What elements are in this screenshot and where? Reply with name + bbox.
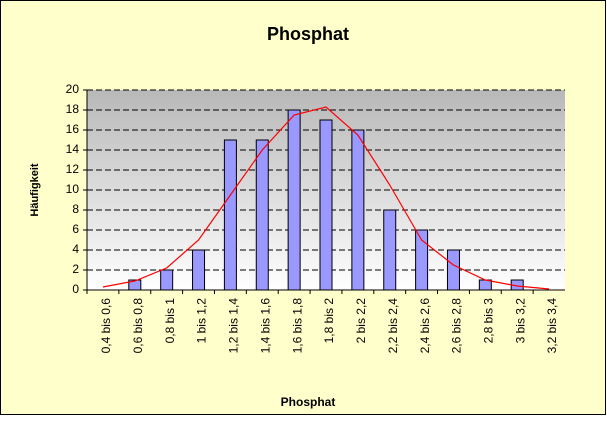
fit-line [102,106,550,290]
y-tick-label: 8 [72,202,79,216]
y-tick-label: 20 [66,82,80,96]
y-axis-label: Häufigkeit [29,163,41,217]
y-tick-label: 2 [72,262,79,276]
bar [478,279,492,291]
bar [383,209,397,291]
bar [415,229,429,291]
y-tick-label: 18 [66,102,80,116]
x-tick-label: 0,8 bis 1 [163,298,177,344]
y-tick-label: 14 [66,142,80,156]
bar [255,139,269,291]
x-axis-label: Phosphat [281,395,336,409]
x-tick-label: 1,2 bis 1,4 [227,298,241,354]
y-tick-label: 0 [72,282,79,296]
bar [351,129,365,291]
bar [446,249,460,291]
x-tick-label: 2,6 bis 2,8 [450,298,464,354]
x-tick-label: 3,2 bis 3,4 [545,298,559,354]
y-tick-label: 16 [66,122,80,136]
bar [223,139,237,291]
x-tick-label: 3 bis 3,2 [513,298,527,344]
y-tick-label: 4 [72,242,79,256]
x-tick-label: 2,2 bis 2,4 [386,298,400,354]
y-tick-label: 10 [66,182,80,196]
x-tick-label: 1,4 bis 1,6 [258,298,272,354]
x-tick-label: 2,8 bis 3 [482,298,496,344]
x-tick-label: 1 bis 1,2 [195,298,209,344]
bar [287,109,301,291]
x-tick-label: 0,4 bis 0,6 [99,298,113,354]
x-tick-label: 1,8 bis 2 [322,298,336,344]
bar [160,269,174,291]
x-tick-label: 0,6 bis 0,8 [131,298,145,354]
y-tick-label: 6 [72,222,79,236]
bar [319,119,333,291]
bar [192,249,206,291]
x-tick-label: 2 bis 2,2 [354,298,368,344]
x-tick-label: 1,6 bis 1,8 [290,298,304,354]
chart-title: Phosphat [267,24,349,44]
bar [128,279,142,291]
y-tick-label: 12 [66,162,80,176]
x-tick-label: 2,4 bis 2,6 [418,298,432,354]
